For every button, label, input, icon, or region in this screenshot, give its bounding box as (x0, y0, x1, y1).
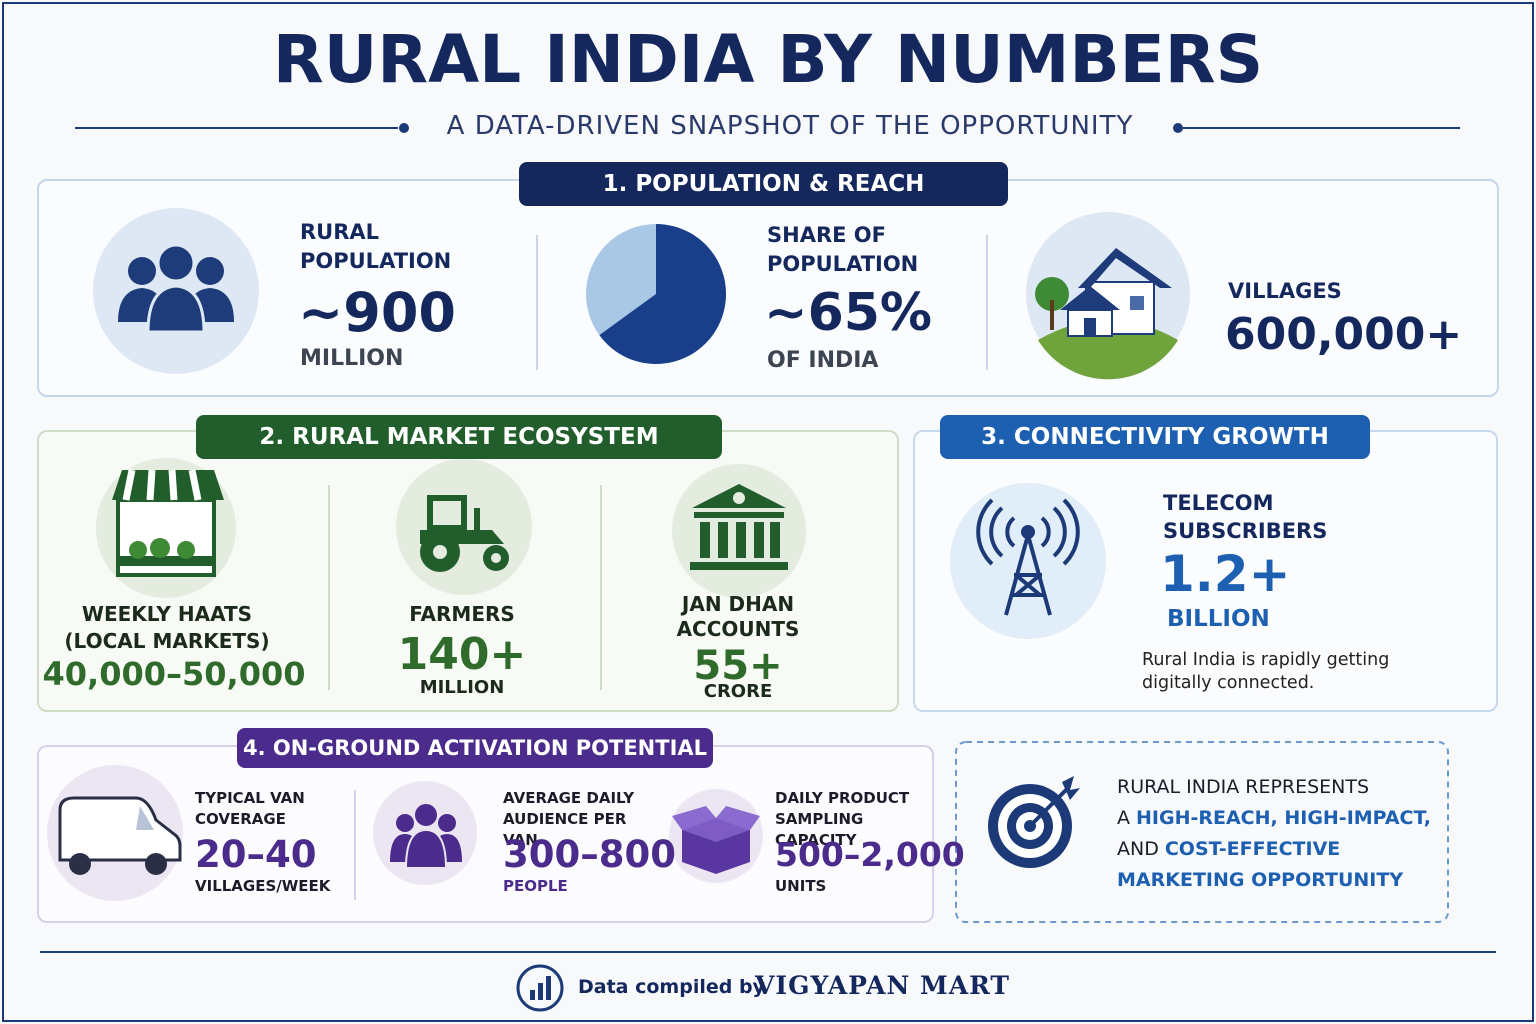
callout-plain: RURAL INDIA REPRESENTS (1117, 776, 1370, 798)
callout-highlight: COST-EFFECTIVE (1164, 838, 1341, 860)
callout: RURAL INDIA REPRESENTS A HIGH-REACH, HIGH-… (1117, 772, 1431, 896)
stat-value: 20–40 (195, 833, 317, 876)
stat-label: FARMERS (409, 602, 515, 626)
tower-icon (950, 483, 1106, 639)
stat-value: 40,000–50,000 (42, 655, 306, 693)
target-icon (988, 776, 1080, 868)
callout-line: MARKETING OPPORTUNITY (1117, 865, 1431, 896)
subtitle: A DATA-DRIVEN SNAPSHOT OF THE OPPORTUNIT… (446, 111, 1134, 141)
people-icon (118, 243, 234, 334)
stat-value: ~65% (764, 283, 933, 343)
stat-value: 500–2,000 (775, 835, 965, 874)
callout-line: A HIGH-REACH, HIGH-IMPACT, (1117, 803, 1431, 834)
stat-label: AVERAGE DAILY AUDIENCE PER VAN (503, 789, 635, 849)
section-2-art (96, 458, 806, 690)
stat-label: TYPICAL VAN COVERAGE (195, 789, 305, 828)
stat-value: 140+ (397, 629, 527, 680)
stat-label: TELECOM SUBSCRIBERS (1163, 491, 1328, 544)
stat-value: 55+ (693, 643, 783, 689)
stat-unit: CRORE (703, 681, 773, 702)
footer-brand: VIGYAPAN MART (755, 971, 1011, 1000)
stat-unit: MILLION (419, 677, 505, 698)
callout-line: RURAL INDIA REPRESENTS (1117, 772, 1431, 803)
callout-highlight: HIGH-REACH, HIGH-IMPACT, (1136, 807, 1431, 829)
callout-plain: AND (1117, 838, 1159, 860)
section-title: 2. RURAL MARKET ECOSYSTEM (196, 415, 722, 459)
stat-value: 600,000+ (1225, 309, 1463, 360)
stat-unit: PEOPLE (503, 877, 568, 895)
stat-label: RURAL POPULATION (300, 220, 452, 274)
subtitle-rules (75, 123, 1460, 133)
section-title: 1. POPULATION & REACH (519, 162, 1008, 206)
stat-label: VILLAGES (1228, 279, 1342, 303)
stat-label: SHARE OF POPULATION (767, 223, 919, 277)
section-4-art (47, 765, 763, 901)
stat-value: 300–800 (503, 833, 676, 876)
stat-value: ~900 (298, 281, 456, 344)
stat-sublabel: (LOCAL MARKETS) (64, 629, 270, 653)
stat-unit: BILLION (1167, 606, 1270, 632)
stat-label: DAILY PRODUCT SAMPLING CAPACITY (775, 789, 910, 849)
stat-unit: OF INDIA (767, 348, 879, 373)
stat-unit: VILLAGES/WEEK (195, 877, 331, 895)
callout-line: AND COST-EFFECTIVE (1117, 834, 1431, 865)
section-title: 3. CONNECTIVITY GROWTH (940, 415, 1370, 459)
stat-label: JAN DHAN ACCOUNTS (676, 592, 800, 641)
stat-label: WEEKLY HAATS (81, 602, 253, 626)
callout-plain: A (1117, 807, 1130, 829)
footer-icon (516, 964, 564, 1012)
callout-box (955, 741, 1449, 923)
section-title: 4. ON-GROUND ACTIVATION POTENTIAL (237, 728, 713, 768)
stat-unit: UNITS (775, 877, 827, 895)
page-title: RURAL INDIA BY NUMBERS (272, 21, 1264, 98)
stat-value: 1.2+ (1160, 545, 1291, 603)
callout-highlight: MARKETING OPPORTUNITY (1117, 869, 1404, 891)
house-icon (1035, 248, 1178, 380)
note: Rural India is rapidly getting digitally… (1142, 650, 1390, 693)
pie-slice (599, 224, 727, 364)
stat-unit: MILLION (300, 346, 404, 371)
footer-credit: Data compiled by (578, 976, 765, 998)
